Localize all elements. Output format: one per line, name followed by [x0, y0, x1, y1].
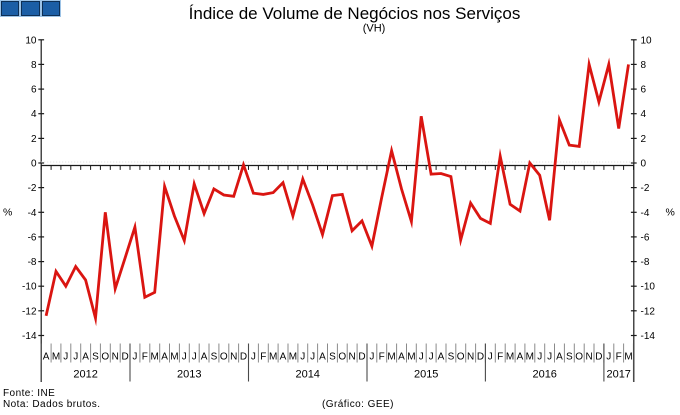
- svg-text:8: 8: [31, 60, 37, 71]
- svg-text:S: S: [329, 352, 336, 363]
- svg-text:M: M: [269, 352, 277, 363]
- svg-text:S: S: [448, 352, 455, 363]
- svg-text:S: S: [92, 352, 99, 363]
- svg-text:-2: -2: [28, 183, 37, 194]
- svg-text:M: M: [407, 352, 415, 363]
- svg-text:J: J: [310, 352, 315, 363]
- svg-text:F: F: [497, 352, 503, 363]
- svg-text:O: O: [101, 352, 109, 363]
- svg-text:J: J: [419, 352, 424, 363]
- svg-text:-4: -4: [28, 208, 37, 219]
- svg-text:A: A: [161, 352, 168, 363]
- svg-text:M: M: [151, 352, 159, 363]
- svg-text:(VH): (VH): [363, 23, 386, 35]
- svg-text:M: M: [170, 352, 178, 363]
- svg-text:10: 10: [25, 35, 37, 46]
- svg-text:4: 4: [31, 109, 37, 120]
- svg-text:2012: 2012: [73, 369, 97, 381]
- svg-text:6: 6: [31, 85, 37, 96]
- svg-text:N: N: [467, 352, 474, 363]
- svg-text:0: 0: [641, 159, 647, 170]
- svg-text:2015: 2015: [414, 369, 438, 381]
- svg-text:2014: 2014: [295, 369, 319, 381]
- svg-text:8: 8: [641, 60, 647, 71]
- svg-text:M: M: [289, 352, 297, 363]
- svg-text:-6: -6: [641, 232, 650, 243]
- svg-text:Nota: Dados brutos.: Nota: Dados brutos.: [3, 399, 101, 410]
- svg-text:-8: -8: [641, 257, 650, 268]
- svg-text:-12: -12: [22, 306, 37, 317]
- svg-text:-12: -12: [641, 306, 656, 317]
- svg-text:F: F: [616, 352, 622, 363]
- svg-text:O: O: [338, 352, 346, 363]
- svg-text:N: N: [348, 352, 355, 363]
- svg-text:-8: -8: [28, 257, 37, 268]
- svg-text:N: N: [112, 352, 119, 363]
- svg-text:Índice de Volume de Negócios n: Índice de Volume de Negócios nos Serviço…: [189, 4, 521, 23]
- svg-text:A: A: [556, 352, 563, 363]
- svg-text:F: F: [260, 352, 266, 363]
- svg-text:2013: 2013: [177, 369, 201, 381]
- svg-text:A: A: [319, 352, 326, 363]
- svg-text:-10: -10: [22, 282, 37, 293]
- svg-text:S: S: [211, 352, 218, 363]
- svg-text:(Gráfico: GEE): (Gráfico: GEE): [322, 399, 394, 410]
- svg-text:2: 2: [31, 134, 37, 145]
- svg-text:N: N: [585, 352, 592, 363]
- svg-text:J: J: [300, 352, 305, 363]
- svg-text:F: F: [142, 352, 148, 363]
- svg-text:-14: -14: [641, 331, 656, 342]
- svg-text:D: D: [121, 352, 128, 363]
- svg-text:-10: -10: [641, 282, 656, 293]
- svg-text:10: 10: [641, 35, 653, 46]
- svg-text:M: M: [387, 352, 395, 363]
- svg-text:-2: -2: [641, 183, 650, 194]
- svg-text:A: A: [280, 352, 287, 363]
- svg-text:4: 4: [641, 109, 647, 120]
- svg-text:N: N: [230, 352, 237, 363]
- svg-text:M: M: [506, 352, 514, 363]
- svg-text:J: J: [429, 352, 434, 363]
- svg-text:6: 6: [641, 85, 647, 96]
- svg-text:A: A: [438, 352, 445, 363]
- svg-text:-6: -6: [28, 232, 37, 243]
- svg-text:J: J: [369, 352, 374, 363]
- svg-text:D: D: [358, 352, 365, 363]
- svg-text:J: J: [73, 352, 78, 363]
- svg-text:Fonte: INE: Fonte: INE: [3, 388, 55, 399]
- svg-text:D: D: [595, 352, 602, 363]
- svg-text:J: J: [63, 352, 68, 363]
- svg-text:%: %: [666, 207, 675, 219]
- svg-text:-14: -14: [22, 331, 37, 342]
- svg-text:J: J: [251, 352, 256, 363]
- svg-text:D: D: [240, 352, 247, 363]
- svg-text:J: J: [192, 352, 197, 363]
- svg-text:A: A: [43, 352, 50, 363]
- svg-text:J: J: [182, 352, 187, 363]
- svg-text:A: A: [517, 352, 524, 363]
- svg-text:A: A: [398, 352, 405, 363]
- svg-text:A: A: [201, 352, 208, 363]
- svg-text:0: 0: [31, 159, 37, 170]
- svg-text:2: 2: [641, 134, 647, 145]
- svg-text:M: M: [526, 352, 534, 363]
- svg-text:-4: -4: [641, 208, 650, 219]
- svg-text:D: D: [477, 352, 484, 363]
- svg-text:J: J: [606, 352, 611, 363]
- svg-text:M: M: [624, 352, 632, 363]
- svg-text:2017: 2017: [606, 369, 630, 381]
- svg-text:J: J: [488, 352, 493, 363]
- svg-text:J: J: [132, 352, 137, 363]
- svg-text:2016: 2016: [532, 369, 556, 381]
- svg-text:J: J: [547, 352, 552, 363]
- svg-text:O: O: [457, 352, 465, 363]
- svg-text:J: J: [537, 352, 542, 363]
- svg-text:%: %: [3, 207, 12, 219]
- svg-text:O: O: [575, 352, 583, 363]
- svg-text:M: M: [52, 352, 60, 363]
- svg-text:A: A: [82, 352, 89, 363]
- svg-text:O: O: [220, 352, 228, 363]
- svg-text:F: F: [379, 352, 385, 363]
- svg-text:S: S: [566, 352, 573, 363]
